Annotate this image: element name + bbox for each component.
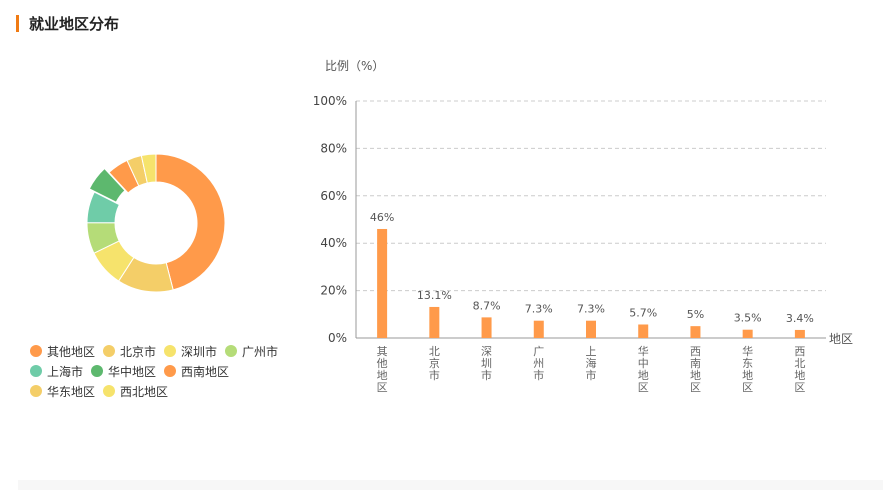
legend-row-1: 其他地区 北京市 深圳市 广州市: [30, 341, 300, 361]
bar-value-label: 7.3%: [525, 303, 553, 316]
x-tick-label: 上海市: [586, 345, 597, 382]
bar-value-label: 3.4%: [786, 312, 814, 325]
y-tick-label: 40%: [320, 236, 347, 250]
legend-item[interactable]: 深圳市: [164, 343, 217, 360]
donut-slice-6[interactable]: [88, 167, 126, 203]
section-header: 就业地区分布: [16, 13, 119, 33]
page-title: 就业地区分布: [29, 14, 120, 33]
legend-label: 北京市: [120, 344, 157, 359]
bar[interactable]: [533, 320, 544, 338]
y-tick-label: 60%: [320, 189, 347, 203]
legend-label: 广州市: [242, 344, 279, 359]
legend-item[interactable]: 西北地区: [103, 383, 168, 400]
donut-slice-5[interactable]: [86, 191, 121, 224]
y-axis-title: 比例（%）: [325, 59, 384, 73]
bar[interactable]: [429, 306, 440, 338]
bar-value-label: 7.3%: [577, 303, 605, 316]
legend-swatch: [30, 385, 42, 397]
legend-item[interactable]: 华东地区: [30, 383, 95, 400]
legend-item[interactable]: 上海市: [30, 363, 83, 380]
x-tick-label: 其他地区: [377, 345, 388, 394]
bar[interactable]: [586, 320, 596, 338]
legend-swatch: [225, 345, 238, 357]
legend-label: 其他地区: [47, 344, 96, 359]
x-tick-label: 深圳市: [481, 345, 492, 382]
bar-value-label: 13.1%: [417, 289, 452, 302]
legend-label: 西南地区: [181, 364, 230, 379]
bar-value-label: 46%: [370, 211, 394, 224]
y-tick-label: 0%: [328, 331, 347, 345]
legend-swatch: [30, 345, 42, 357]
legend-label: 华东地区: [47, 384, 96, 399]
legend-label: 华中地区: [108, 364, 157, 379]
legend-swatch: [103, 385, 116, 397]
y-tick-label: 100%: [313, 94, 347, 108]
y-tick-label: 80%: [320, 141, 347, 155]
x-axis-title: 地区: [829, 332, 853, 346]
x-tick-label: 华东地区: [742, 344, 753, 394]
bar-value-label: 5.7%: [629, 306, 657, 319]
bar[interactable]: [377, 228, 388, 338]
bar-chart: 比例（%） 0% 20% 40% 60% 80% 100% 地区 46% 其他地区 13.1% 北京市…: [313, 59, 853, 394]
bar[interactable]: [794, 329, 805, 338]
legend-item[interactable]: 北京市: [103, 343, 156, 360]
footer-band: [18, 480, 883, 490]
bar-value-label: 3.5%: [734, 312, 762, 325]
legend-item[interactable]: 华中地区: [91, 363, 156, 380]
legend-swatch: [30, 365, 42, 377]
legend-label: 上海市: [47, 364, 84, 379]
bar[interactable]: [638, 324, 649, 338]
legend-swatch: [164, 365, 177, 377]
legend-swatch: [164, 345, 177, 357]
legend-swatch: [103, 345, 116, 357]
x-tick-label: 华中地区: [638, 344, 649, 394]
legend-swatch: [91, 365, 104, 377]
donut-slice-9[interactable]: [140, 153, 157, 184]
y-tick-label: 20%: [320, 284, 347, 298]
donut-legend: 其他地区 北京市 深圳市 广州市上海市 华中地区 西南地区华东地区 西北地区: [30, 341, 300, 401]
bar[interactable]: [481, 317, 492, 338]
x-tick-label: 广州市: [533, 345, 544, 382]
legend-item[interactable]: 广州市: [225, 343, 278, 360]
bar-value-label: 8.7%: [473, 299, 501, 312]
legend-item[interactable]: 西南地区: [164, 363, 229, 380]
donut-chart: [86, 153, 226, 293]
legend-item[interactable]: 其他地区: [30, 343, 95, 360]
legend-row-2: 上海市 华中地区 西南地区: [30, 361, 300, 381]
bar[interactable]: [690, 326, 701, 338]
x-tick-label: 北京市: [429, 345, 440, 382]
bar[interactable]: [742, 329, 753, 338]
x-tick-label: 西南地区: [690, 345, 701, 394]
legend-row-3: 华东地区 西北地区: [30, 381, 300, 401]
legend-label: 西北地区: [120, 384, 169, 399]
donut-slice-1[interactable]: [155, 153, 226, 291]
bar-value-label: 5%: [687, 308, 704, 321]
legend-label: 深圳市: [181, 344, 218, 359]
x-tick-label: 西北地区: [794, 345, 805, 394]
header-accent-bar: [16, 14, 19, 32]
